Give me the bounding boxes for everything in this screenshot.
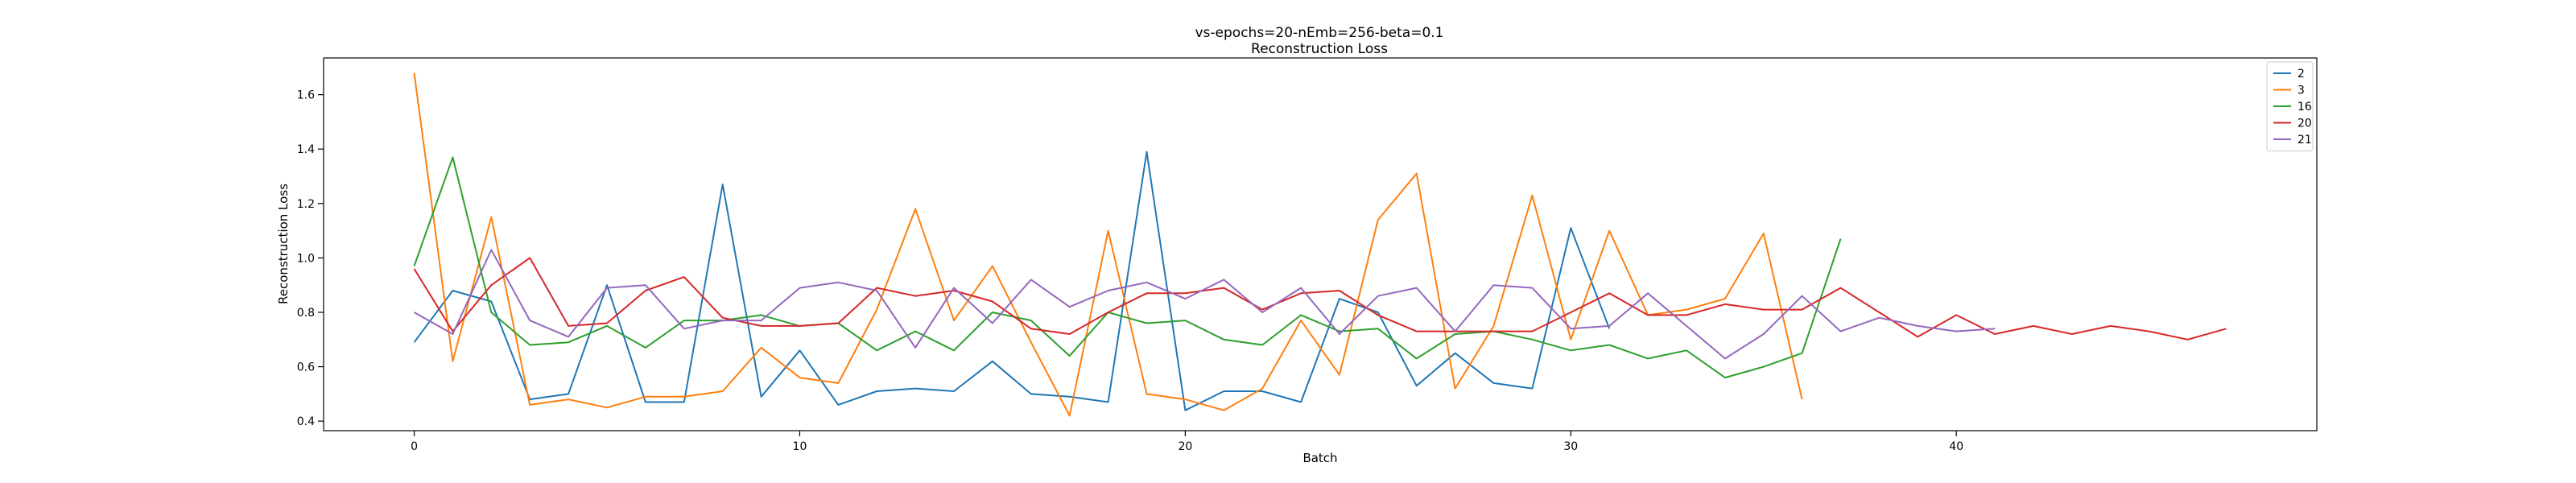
axes-layer: 0 10 20 30 40 0.4 0.6 0.8 1.0 1.2 1.4 1.6 <box>297 89 1963 453</box>
y-tick-label: 1.0 <box>297 252 315 265</box>
y-tick-label: 0.6 <box>297 361 315 374</box>
series-line-16 <box>413 156 1842 379</box>
legend-label-3: 3 <box>2297 85 2305 97</box>
legend: 2 3 16 20 21 <box>2266 61 2314 151</box>
y-tick-label: 0.8 <box>297 307 315 320</box>
y-tick-label: 0.4 <box>297 415 315 428</box>
series-line-2 <box>413 151 1611 411</box>
x-tick-label: 40 <box>1949 440 1963 453</box>
series-line-20 <box>413 257 2227 341</box>
series-line-3 <box>413 72 1803 417</box>
plot-area-frame <box>323 57 2318 431</box>
y-axis-label: Reconstruction Loss <box>276 184 291 304</box>
x-tick-label: 20 <box>1178 440 1192 453</box>
legend-label-21: 21 <box>2297 134 2312 147</box>
y-tick-label: 1.4 <box>297 143 315 156</box>
x-tick-label: 10 <box>793 440 807 453</box>
x-tick-label: 0 <box>411 440 418 453</box>
series-layer <box>413 72 2227 417</box>
chart-subtitle: Reconstruction Loss <box>1251 41 1388 57</box>
chart-title: vs-epochs=20-nEmb=256-beta=0.1 <box>1195 25 1444 41</box>
y-tick-label: 1.2 <box>297 198 315 211</box>
legend-label-20: 20 <box>2297 118 2312 130</box>
x-tick-label: 30 <box>1563 440 1578 453</box>
y-tick-label: 1.6 <box>297 89 315 102</box>
x-axis-label: Batch <box>1302 451 1337 465</box>
legend-label-2: 2 <box>2297 68 2305 80</box>
series-line-21 <box>414 249 1996 360</box>
legend-label-16: 16 <box>2297 101 2312 114</box>
